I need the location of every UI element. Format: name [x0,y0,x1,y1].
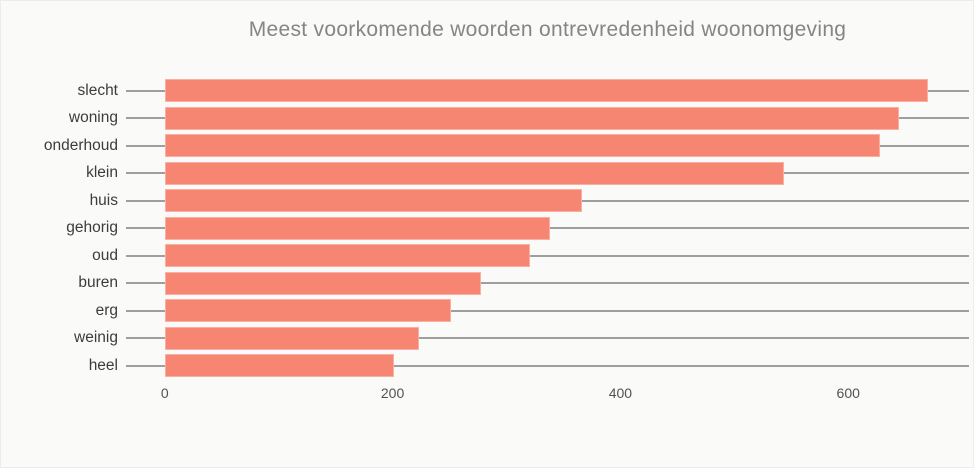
bar-huis [164,189,582,213]
row-plot-cell [126,325,969,353]
bar-gehorig [164,216,550,240]
bar-erg [164,299,451,323]
category-label: huis [89,191,118,209]
bar-heel [164,354,394,378]
category-label: woning [68,109,118,127]
row-gridline [126,364,969,367]
row-plot-cell [126,215,969,243]
bar-row: buren [1,270,969,298]
row-gridline [126,282,969,285]
row-gridline [126,309,969,312]
bar-oud [164,244,531,268]
category-label: klein [86,164,118,182]
bar-woning [164,106,900,130]
category-label: heel [88,356,118,374]
bar-row: woning [1,105,969,133]
row-plot-cell [126,77,969,105]
row-plot-cell [126,187,969,215]
category-label: onderhoud [43,136,118,154]
bar-onderhoud [164,134,881,158]
bar-klein [164,161,785,185]
x-tick-label: 0 [160,385,169,401]
category-label: gehorig [66,219,118,237]
row-plot-cell [126,160,969,188]
bar-slecht [164,79,928,103]
category-label: weinig [74,329,118,347]
row-plot-cell [126,242,969,270]
row-plot-cell [126,105,969,133]
bar-row: slecht [1,77,969,105]
bar-row: weinig [1,325,969,353]
x-tick-label: 600 [836,385,860,401]
row-gridline [126,337,969,340]
bar-row: gehorig [1,215,969,243]
category-label: erg [95,301,118,319]
x-tick-label: 200 [380,385,405,401]
bar-row: oud [1,242,969,270]
row-plot-cell [126,297,969,325]
bar-row: erg [1,297,969,325]
row-plot-cell [126,270,969,298]
category-label: slecht [77,81,119,99]
row-plot-cell [126,352,969,380]
category-label: oud [92,246,118,264]
row-plot-cell [126,132,969,160]
plot-area: slecht woning onderhoud klein huis gehorig oud… [1,77,969,380]
bar-buren [164,271,482,295]
chart-title: Meest voorkomende woorden ontrevredenhei… [248,18,847,41]
bar-row: klein [1,160,969,188]
bar-row: heel [1,352,969,380]
category-label: buren [78,274,118,292]
x-axis: 0 200 400 600 [126,385,969,405]
bar-row: huis [1,187,969,215]
bar-row: onderhoud [1,132,969,160]
row-gridline [126,254,969,257]
x-tick-label: 400 [608,385,633,401]
bar-weinig [164,326,419,350]
